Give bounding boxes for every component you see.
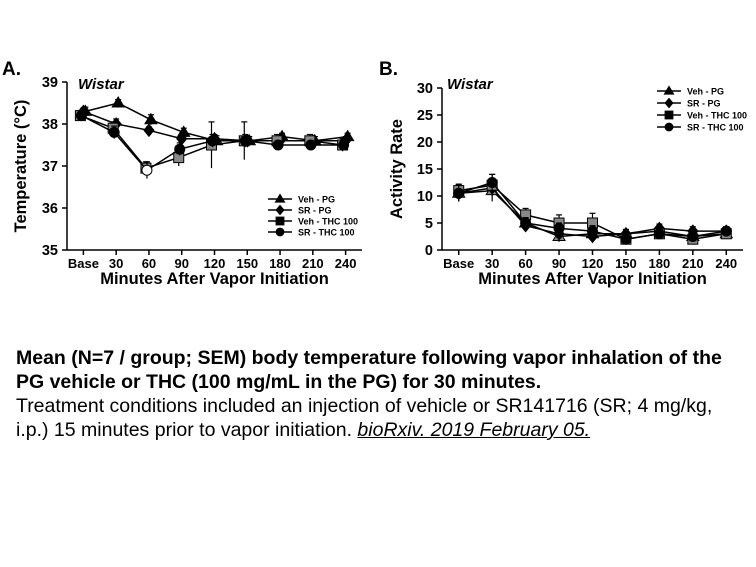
legend-marker [275, 227, 285, 237]
y-axis-label: Activity Rate [388, 119, 406, 219]
x-tick-label: 90 [174, 256, 188, 271]
chart-title: Wistar [447, 76, 494, 93]
figure-caption: Mean (N=7 / group; SEM) body temperature… [16, 346, 746, 442]
data-point [587, 225, 598, 237]
y-tick-label: 25 [417, 108, 433, 124]
x-tick-label: 240 [715, 256, 737, 271]
data-point [687, 231, 699, 242]
y-tick-label: 36 [42, 201, 58, 217]
legend-marker-shape [275, 227, 285, 237]
series-sr-thc-100 [75, 110, 350, 179]
x-axis-label: Minutes After Vapor Initiation [478, 270, 707, 288]
y-tick-label: 30 [417, 81, 433, 97]
y-tick-label: 37 [42, 159, 58, 175]
legend-label: Veh - PG [298, 195, 335, 205]
x-tick-label: 120 [582, 256, 604, 271]
y-tick-label: 5 [425, 216, 433, 232]
legend-label: SR - PG [298, 206, 332, 216]
legend-marker [664, 122, 674, 132]
legend-marker-shape [275, 216, 285, 226]
legend-marker [664, 97, 674, 109]
data-point [207, 135, 218, 147]
data-point [141, 164, 153, 176]
data-point [653, 228, 665, 240]
legend-marker-shape [663, 85, 675, 95]
legend-label: SR - THC 100 [687, 123, 744, 133]
legend-label: SR - THC 100 [298, 228, 355, 238]
x-tick-label: 210 [682, 256, 704, 271]
legend-marker-shape [664, 97, 674, 109]
chart-panel-1: A. Wistar 35 36 37 38 39 Base 30 60 90 120 150 180 210… [2, 59, 362, 288]
legend-marker-shape [664, 122, 674, 132]
caption-body: Treatment conditions included an injecti… [16, 395, 713, 441]
data-point [486, 177, 498, 188]
data-point [720, 225, 732, 237]
legend-marker [663, 85, 675, 95]
y-tick-label: 39 [42, 75, 58, 91]
legend-label: Veh - PG [687, 87, 724, 97]
data-point [338, 139, 350, 151]
data-point [75, 110, 87, 122]
x-tick-label: 90 [552, 256, 566, 271]
y-tick-label: 35 [42, 243, 58, 259]
legend-marker-shape [664, 110, 674, 120]
data-point [305, 139, 317, 151]
caption-bold: Mean (N=7 / group; SEM) body temperature… [16, 347, 722, 393]
x-tick-label: Base [68, 256, 99, 271]
x-tick-label: 150 [236, 256, 258, 271]
y-tick-label: 38 [42, 117, 58, 133]
data-point [174, 143, 186, 155]
data-point [620, 233, 632, 245]
x-tick-label: 240 [335, 256, 357, 271]
legend-marker [274, 193, 286, 203]
data-point [272, 139, 284, 151]
legend: Veh - PG SR - PG Veh - THC 100 SR - THC 100 [657, 85, 747, 133]
y-tick-label: 0 [425, 243, 433, 259]
x-tick-label: 210 [302, 256, 324, 271]
legend-marker-shape [275, 204, 285, 216]
legend-label: Veh - THC 100 [298, 217, 358, 227]
y-tick-label: 20 [417, 135, 433, 151]
x-tick-label: 150 [615, 256, 637, 271]
legend-label: Veh - THC 100 [687, 111, 747, 121]
data-point [144, 112, 158, 125]
x-tick-label: 60 [518, 256, 532, 271]
legend-marker-shape [274, 193, 286, 203]
x-axis-label: Minutes After Vapor Initiation [100, 270, 329, 288]
series-sr-thc-100 [453, 173, 732, 245]
legend-marker [664, 110, 674, 120]
data-point [143, 123, 155, 138]
x-tick-label: 60 [142, 256, 156, 271]
data-point [239, 135, 251, 147]
data-point [520, 217, 532, 229]
x-tick-label: Base [443, 256, 474, 271]
legend-marker [275, 216, 285, 226]
y-tick-label: 15 [417, 162, 433, 178]
data-point [553, 222, 565, 234]
y-axis-label: Temperature (°C) [12, 100, 30, 233]
legend-label: SR - PG [687, 99, 721, 109]
x-tick-label: 30 [485, 256, 499, 271]
x-tick-label: 180 [269, 256, 291, 271]
legend-marker [275, 204, 285, 216]
x-tick-label: 120 [204, 256, 226, 271]
x-tick-label: 180 [649, 256, 671, 271]
x-tick-label: 30 [109, 256, 123, 271]
panel-label: A. [2, 59, 21, 80]
data-point [111, 96, 126, 108]
chart-panel-2: B. Wistar 0 5 10 15 20 25 30 Base 30 60 90 120 150 180 2… [379, 59, 747, 288]
data-point [108, 126, 120, 138]
chart-title: Wistar [78, 76, 125, 93]
panel-label: B. [379, 59, 398, 80]
caption-source: bioRxiv. 2019 February 05. [357, 419, 591, 441]
y-tick-label: 10 [417, 189, 433, 205]
data-point [453, 187, 465, 199]
